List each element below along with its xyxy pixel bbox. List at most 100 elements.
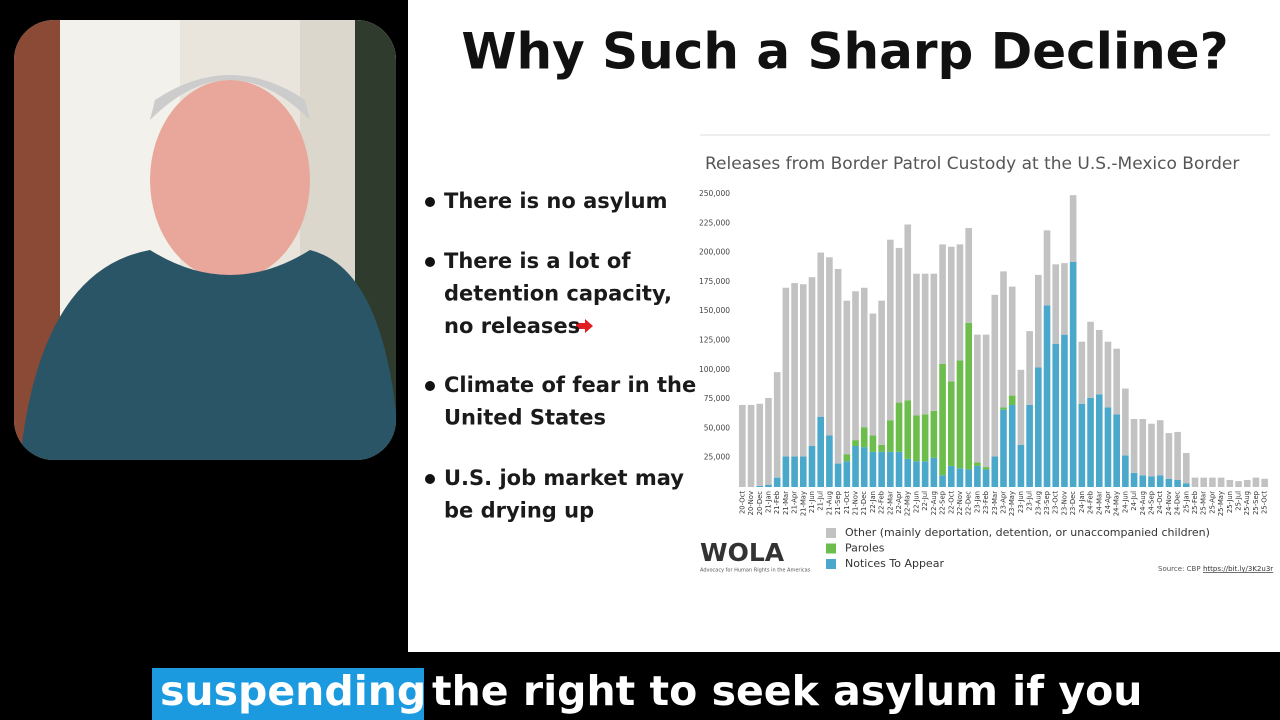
bar-segment: [939, 244, 946, 364]
arrow-icon: [576, 319, 593, 333]
bar-segment: [1008, 404, 1016, 487]
x-tick-label: 21-Dec: [860, 491, 868, 516]
x-tick-label: 21-Jul: [817, 491, 825, 511]
x-tick-label: 24-Mar: [1095, 491, 1103, 515]
bar-segment: [1095, 329, 1103, 395]
x-tick-label: 23-Nov: [1060, 491, 1068, 515]
bar-segment: [826, 435, 833, 487]
x-tick-label: 25-Jan: [1182, 491, 1190, 513]
bar-segment: [1000, 409, 1007, 487]
x-tick-label: 25-Jun: [1226, 491, 1234, 513]
caption-text: the right to seek asylum if you: [432, 667, 1142, 715]
bar-segment: [895, 451, 903, 487]
bar-segment: [982, 469, 990, 487]
bar-segment: [773, 477, 781, 487]
bullet-dot: [425, 197, 435, 207]
presenter-video: [14, 20, 396, 460]
x-tick-label: 23-Sep: [1043, 491, 1051, 515]
y-tick-label: 225,000: [699, 218, 730, 227]
source-link: https://bit.ly/3K2u3r: [1203, 565, 1273, 573]
bar-segment: [982, 334, 990, 468]
x-tick-label: 24-Jan: [1078, 491, 1086, 513]
bar-segment: [1113, 348, 1120, 415]
bar-segment: [878, 300, 885, 445]
y-tick-label: 250,000: [699, 189, 730, 198]
bar-segment: [991, 456, 999, 487]
x-tick-label: 25-Feb: [1191, 491, 1199, 514]
bar-segment: [782, 456, 790, 487]
x-tick-label: 21-Mar: [782, 491, 790, 515]
bar-segment: [1252, 477, 1260, 487]
bar-segment: [965, 322, 972, 470]
bar-segment: [799, 284, 807, 457]
caption-highlight: [152, 668, 424, 720]
bar-segment: [852, 440, 859, 446]
bar-segment: [817, 252, 825, 417]
x-tick-label: 21-Jan: [764, 491, 772, 513]
x-tick-label: 22-Jul: [921, 491, 929, 511]
x-tick-label: 21-Feb: [773, 491, 781, 514]
y-tick-label: 75,000: [704, 394, 730, 403]
bar-segment: [956, 244, 964, 361]
bullet-list: There is no asylum There is a lot of deten…: [425, 189, 696, 523]
bar-segment: [1017, 444, 1025, 487]
bar-segment: [765, 397, 772, 485]
y-tick-label: 200,000: [699, 248, 730, 257]
bar-segment: [913, 415, 920, 462]
x-tick-label: 23-Oct: [1052, 491, 1060, 514]
bar-segment: [1043, 230, 1051, 306]
bar-segment: [1174, 479, 1181, 487]
bar-segment: [947, 246, 955, 382]
legend-swatch: [826, 543, 836, 554]
bullet-text: detention capacity,: [444, 282, 672, 306]
bar-segment: [1035, 274, 1042, 368]
bar-segment: [895, 247, 903, 403]
y-tick-label: 100,000: [699, 365, 730, 374]
x-tick-label: 24-Aug: [1139, 491, 1147, 515]
x-tick-label: 23-May: [1008, 491, 1016, 516]
x-tick-label: 22-Mar: [886, 491, 894, 515]
bar-segment: [1165, 478, 1173, 487]
bar-segment: [1052, 344, 1060, 487]
bar-segment: [913, 461, 920, 487]
bar-segment: [869, 451, 877, 487]
x-tick-label: 23-Dec: [1069, 491, 1077, 516]
bar-segment: [747, 404, 755, 487]
x-tick-label: 20-Nov: [747, 491, 755, 515]
bar-segment: [1087, 321, 1094, 398]
bullet-text: be drying up: [444, 499, 594, 523]
x-tick-label: 22-Dec: [965, 491, 973, 516]
bar-segment: [1069, 261, 1077, 487]
x-tick-label: 22-Aug: [930, 491, 938, 515]
x-tick-label: 25-Jul: [1235, 491, 1243, 511]
x-tick-label: 25-Oct: [1261, 491, 1269, 514]
x-tick-label: 24-Sep: [1147, 491, 1155, 515]
x-tick-label: 21-May: [799, 491, 807, 516]
legend-label: Other (mainly deportation, detention, or…: [845, 526, 1210, 539]
x-tick-label: 24-Jul: [1130, 491, 1138, 511]
x-tick-label: 22-Jun: [912, 491, 920, 513]
bar-segment: [1139, 419, 1147, 476]
bar-segment: [1235, 481, 1242, 487]
x-tick-label: 22-Sep: [939, 491, 947, 515]
x-tick-label: 21-Nov: [852, 491, 860, 515]
bar-segment: [1148, 423, 1155, 477]
bar-segment: [930, 410, 938, 458]
bar-segment: [843, 454, 851, 462]
bar-segment: [887, 451, 894, 487]
y-tick-label: 50,000: [704, 423, 730, 432]
bar-segment: [756, 403, 764, 486]
x-tick-label: 22-Jan: [869, 491, 877, 513]
bar-segment: [1139, 475, 1147, 487]
x-tick-label: 23-Jan: [973, 491, 981, 513]
bar-segment: [921, 461, 929, 487]
bar-segment: [1095, 394, 1103, 487]
bar-segment: [860, 447, 868, 487]
bar-segment: [904, 400, 912, 459]
bar-segment: [1148, 476, 1155, 487]
bar-segment: [939, 475, 946, 487]
bar-segment: [1078, 403, 1086, 487]
x-tick-label: 24-Jun: [1121, 491, 1129, 513]
bar-segment: [913, 273, 920, 416]
bar-segment: [904, 458, 912, 487]
